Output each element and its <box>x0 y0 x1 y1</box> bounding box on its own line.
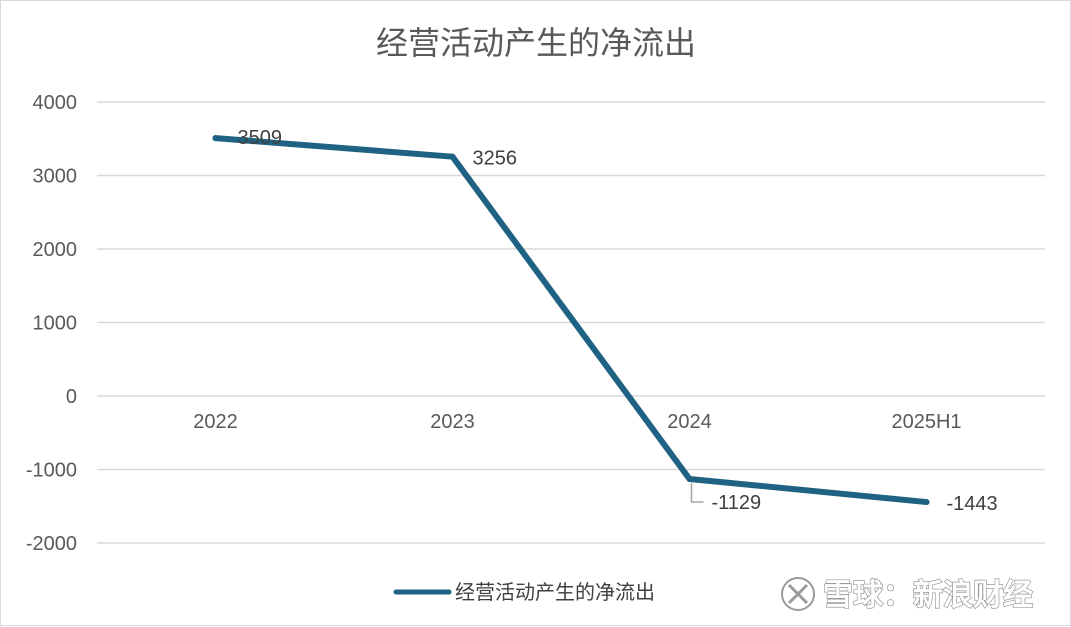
y-tick-label: 3000 <box>33 166 78 188</box>
data-label-leader <box>690 482 704 503</box>
y-tick-label: 2000 <box>33 239 78 261</box>
watermark-text: 雪球：新浪财经 <box>823 578 1033 613</box>
data-label: 3256 <box>473 148 518 170</box>
y-tick-label: 4000 <box>33 92 78 114</box>
watermark-logo-icon <box>781 577 815 611</box>
series-line <box>212 135 930 506</box>
watermark: 雪球：新浪财经 <box>781 577 1034 614</box>
data-point <box>449 153 456 160</box>
chart-title: 经营活动产生的净流出 <box>376 24 696 62</box>
legend-label: 经营活动产生的净流出 <box>455 580 655 604</box>
y-axis-ticks: 4000 3000 2000 1000 0 -1000 -2000 <box>26 92 77 555</box>
y-tick-label: -2000 <box>26 533 77 555</box>
data-label: -1129 <box>712 492 762 514</box>
data-label: -1443 <box>947 493 998 515</box>
y-tick-label: 1000 <box>33 313 78 335</box>
x-tick-label: 2024 <box>667 411 712 433</box>
data-label: 3509 <box>238 127 283 149</box>
grid-lines <box>97 101 1045 544</box>
y-tick-label: 0 <box>66 386 77 408</box>
x-tick-label: 2025H1 <box>891 411 961 433</box>
series-group <box>212 135 930 506</box>
y-tick-label: -1000 <box>26 460 77 482</box>
x-tick-label: 2022 <box>193 411 238 433</box>
data-point <box>923 499 930 506</box>
data-point <box>686 475 693 482</box>
x-axis-ticks: 2022 2023 2024 2025H1 <box>193 411 961 433</box>
legend: 经营活动产生的净流出 <box>393 580 655 604</box>
x-tick-label: 2023 <box>430 411 475 433</box>
data-labels: 3509 3256 -1129 -1443 <box>238 127 998 515</box>
data-point <box>212 135 219 142</box>
